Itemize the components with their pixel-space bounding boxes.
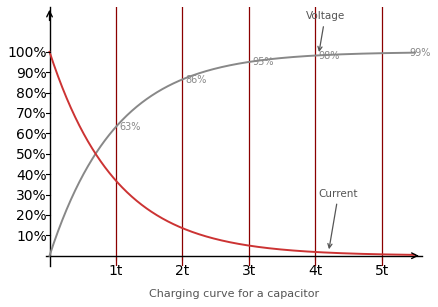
Text: 86%: 86% bbox=[185, 75, 207, 85]
Text: 98%: 98% bbox=[318, 51, 339, 61]
Text: 63%: 63% bbox=[119, 122, 140, 132]
X-axis label: Charging curve for a capacitor: Charging curve for a capacitor bbox=[148, 289, 318, 299]
Text: 99%: 99% bbox=[409, 48, 430, 58]
Text: Current: Current bbox=[318, 188, 357, 248]
Text: Voltage: Voltage bbox=[305, 11, 344, 51]
Text: 95%: 95% bbox=[251, 57, 273, 67]
